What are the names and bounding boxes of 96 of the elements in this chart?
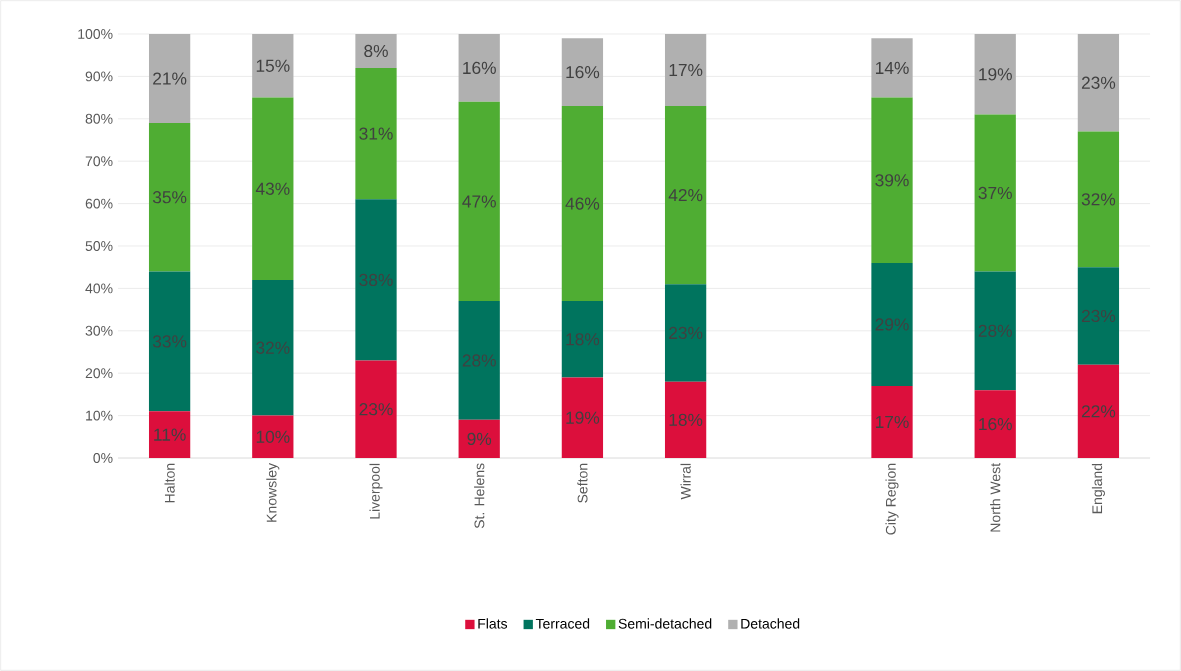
data-label: 23% (1081, 309, 1116, 323)
data-label: 42% (668, 189, 703, 202)
bar (664, 284, 707, 382)
bar (148, 34, 191, 124)
bar (561, 301, 604, 378)
data-label: 19% (979, 68, 1012, 81)
data-label: 23% (669, 326, 703, 340)
bar (252, 415, 294, 458)
bar (148, 271, 191, 412)
bar (148, 123, 191, 272)
y-tick-label: 40% (85, 283, 113, 294)
data-label: 15% (256, 59, 290, 72)
data-label: 28% (978, 324, 1012, 337)
bar (252, 279, 294, 416)
data-label: 17% (669, 63, 703, 77)
bar (561, 38, 604, 107)
x-tick-label: North West (990, 463, 1001, 532)
y-tick-label: 20% (85, 368, 113, 379)
y-tick-label: 90% (85, 71, 113, 82)
data-label: 32% (256, 341, 290, 354)
x-tick-label: St. Helens (474, 463, 485, 529)
bar (664, 106, 707, 285)
data-label: 46% (565, 197, 600, 210)
data-label: 9% (467, 432, 492, 446)
bar (974, 271, 1016, 391)
bar (664, 381, 707, 458)
bar (974, 34, 1016, 115)
bar (355, 199, 397, 361)
y-tick-label: 60% (85, 198, 113, 209)
bar (871, 385, 913, 458)
data-label: 21% (153, 72, 187, 85)
data-label: 28% (462, 354, 496, 367)
x-tick-label: England (1091, 463, 1105, 514)
bar (974, 390, 1016, 458)
data-label: 39% (875, 174, 909, 187)
x-tick-label: Sefton (577, 463, 588, 503)
bar (458, 301, 500, 420)
x-tick-label: Knowsley (266, 462, 280, 522)
bar (1077, 267, 1120, 365)
bar (252, 34, 294, 98)
data-label: 29% (875, 318, 909, 331)
bar (561, 106, 604, 302)
bar (458, 34, 500, 102)
y-tick-label: 100% (78, 29, 113, 39)
data-label: 19% (566, 411, 600, 424)
bar (148, 411, 191, 458)
y-tick-label: 70% (85, 156, 113, 167)
bar (458, 419, 500, 458)
data-label: 32% (1081, 193, 1116, 206)
bar (355, 34, 397, 68)
x-tick-label: City Region (885, 463, 899, 535)
bar (871, 262, 913, 386)
data-label: 35% (152, 191, 187, 204)
data-label: 16% (463, 61, 496, 75)
data-label: 18% (669, 413, 703, 426)
x-tick-label: Halton (164, 463, 175, 503)
data-label: 37% (978, 186, 1012, 200)
bar (871, 38, 913, 98)
y-tick-label: 80% (85, 113, 113, 124)
bar (252, 97, 294, 280)
legend-label: Flats (478, 618, 508, 629)
data-label: 16% (566, 66, 600, 79)
data-label: 31% (359, 127, 393, 140)
y-tick-label: 50% (85, 241, 113, 251)
data-label: 23% (1081, 76, 1116, 89)
data-label: 10% (256, 430, 290, 443)
bar (1077, 131, 1120, 268)
bar (561, 377, 604, 458)
y-tick-label: 10% (86, 410, 113, 421)
legend-label: Terraced (535, 618, 590, 629)
data-label: 8% (364, 44, 388, 58)
data-label: 23% (359, 403, 393, 416)
data-label: 33% (152, 335, 187, 348)
data-label: 47% (462, 195, 496, 208)
bar (458, 101, 500, 302)
legend-label: Detached (741, 618, 800, 629)
y-tick-label: 30% (85, 325, 113, 336)
bar (355, 67, 397, 200)
x-tick-label: Liverpool (369, 463, 383, 519)
data-label: 14% (875, 61, 909, 74)
data-label: 11% (154, 428, 186, 441)
data-label: 18% (566, 333, 600, 346)
bar (355, 360, 397, 458)
bar (1077, 364, 1120, 458)
y-tick-label: 0% (93, 453, 113, 463)
legend-label: Semi-detached (618, 618, 712, 629)
bar (1077, 34, 1120, 132)
bar (871, 97, 913, 263)
data-label: 43% (255, 182, 290, 195)
data-label: 22% (1081, 405, 1116, 418)
bar (664, 34, 707, 107)
data-label: 17% (875, 415, 909, 429)
bar (974, 114, 1016, 272)
x-tick-label: Wirral (680, 463, 691, 500)
data-label: 38% (359, 273, 393, 287)
data-label: 16% (979, 417, 1012, 431)
